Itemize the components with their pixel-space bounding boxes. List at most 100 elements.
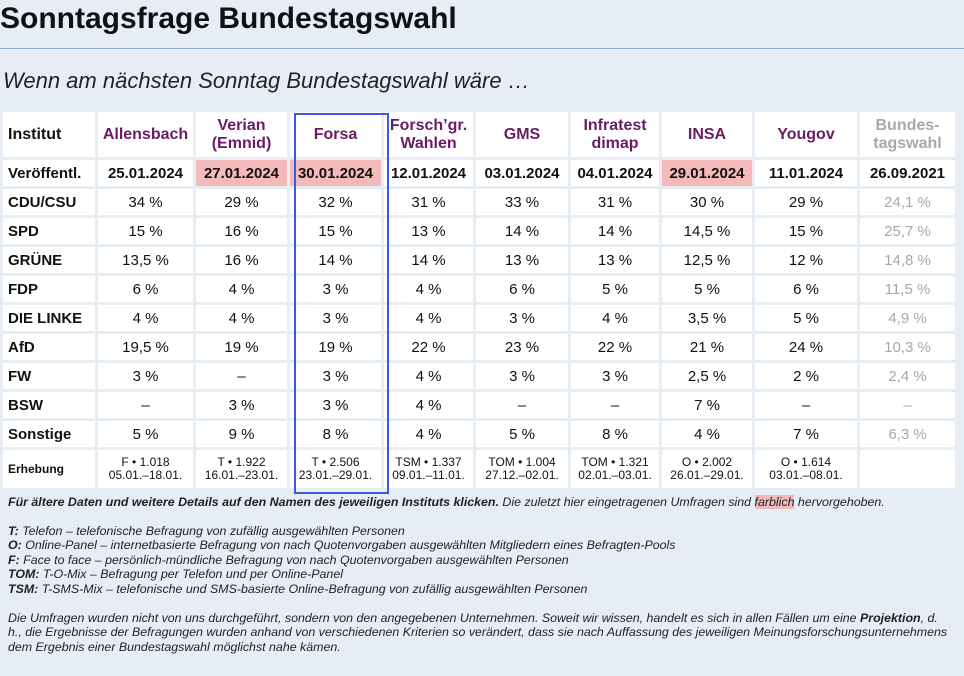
date-cell: 25.01.2024 — [98, 160, 193, 186]
survey-cell: TOM • 1.321 02.01.–03.01. — [571, 450, 659, 488]
value-cell: 9 % — [196, 421, 287, 447]
intro-note: Für ältere Daten und weitere Details auf… — [8, 495, 953, 510]
legend-abbr: O: — [8, 538, 22, 553]
value-cell: 5 % — [662, 276, 752, 302]
survey-period: 16.01.–23.01. — [204, 468, 279, 482]
value-cell: 5 % — [98, 421, 193, 447]
legend-item: F: Face to face – persönlich-mündliche B… — [8, 553, 953, 568]
date-cell: 03.01.2024 — [476, 160, 568, 186]
date-cell: 29.01.2024 — [662, 160, 752, 186]
date-cell: 27.01.2024 — [196, 160, 287, 186]
survey-cell: F • 1.018 05.01.–18.01. — [98, 450, 193, 488]
value-cell: 5 % — [755, 305, 857, 331]
legend-item: TSM: T-SMS-Mix – telefonische und SMS-ba… — [8, 582, 953, 597]
value-cell: 13,5 % — [98, 247, 193, 273]
value-cell: 25,7 % — [860, 218, 955, 244]
institute-name[interactable]: Yougov — [755, 112, 857, 157]
legend-item: TOM: T-O-Mix – Befragung per Telefon und… — [8, 567, 953, 582]
survey-cell: O • 1.614 03.01.–08.01. — [755, 450, 857, 488]
date-cell: 11.01.2024 — [755, 160, 857, 186]
value-cell: 6 % — [98, 276, 193, 302]
survey-period: 02.01.–03.01. — [578, 468, 652, 482]
value-cell: – — [571, 392, 659, 418]
value-cell: 31 % — [384, 189, 473, 215]
value-cell: 4 % — [196, 305, 287, 331]
empty-cell — [860, 450, 955, 488]
row-label: FW — [3, 363, 95, 389]
note-text: , d. h., die Ergebnisse der Befragungen … — [8, 610, 948, 654]
survey-method: T • 1.922 — [217, 455, 266, 469]
value-cell: 15 % — [98, 218, 193, 244]
table-row: Veröffentl. 25.01.2024 27.01.2024 30.01.202… — [3, 160, 955, 186]
value-cell: 3 % — [196, 392, 287, 418]
legend-item: O: Online-Panel – internetbasierte Befra… — [8, 538, 953, 553]
value-cell: 5 % — [571, 276, 659, 302]
value-cell: 4 % — [384, 421, 473, 447]
table-row: DIE LINKE 4 % 4 % 3 % 4 % 3 % 4 % 3,5 % 5 % 4,9 % — [3, 305, 955, 331]
table-row: AfD 19,5 % 19 % 19 % 22 % 23 % 22 % 21 % 24 % 10,… — [3, 334, 955, 360]
value-cell: 4 % — [98, 305, 193, 331]
institute-name[interactable]: Forsch’gr. Wahlen — [384, 112, 473, 157]
survey-period: 03.01.–08.01. — [769, 468, 843, 482]
date-cell: 26.09.2021 — [860, 160, 955, 186]
survey-period: 27.12.–02.01. — [485, 468, 559, 482]
value-cell: 32 % — [290, 189, 381, 215]
title-rule — [0, 48, 964, 49]
value-cell: 16 % — [196, 218, 287, 244]
row-label: Sonstige — [3, 421, 95, 447]
legend-text: Online-Panel – internetbasierte Befragun… — [25, 538, 676, 553]
table-row: BSW –3 % 3 % 4 % – –7 % – – — [3, 392, 955, 418]
value-cell: 7 % — [662, 392, 752, 418]
row-label: Erhebung — [3, 450, 95, 488]
value-cell: 16 % — [196, 247, 287, 273]
note-text: Die Umfragen wurden nicht von uns durchg… — [8, 610, 857, 625]
value-cell: 5 % — [476, 421, 568, 447]
survey-period: 09.01.–11.01. — [392, 468, 465, 482]
note-bold: Für ältere Daten und weitere Details auf… — [8, 495, 499, 509]
value-cell: 3 % — [98, 363, 193, 389]
institute-name[interactable]: GMS — [476, 112, 568, 157]
table-row: SPD 15 % 16 % 15 % 13 % 14 % 14 % 14,5 % 15 % 25,… — [3, 218, 955, 244]
institute-name[interactable]: Verian (Emnid) — [196, 112, 287, 157]
survey-cell: TSM • 1.337 09.01.–11.01. — [384, 450, 473, 488]
value-cell: 13 % — [384, 218, 473, 244]
value-cell: 4,9 % — [860, 305, 955, 331]
legend-abbr: TSM: — [8, 581, 39, 596]
value-cell: 3 % — [290, 276, 381, 302]
legend-text: Face to face – persönlich-mündliche Befr… — [23, 552, 569, 567]
institute-name: Bundes­tagswahl — [860, 112, 955, 157]
legend-text: T-SMS-Mix – telefonische und SMS-basiert… — [41, 581, 588, 596]
table-row: FW 3 % –3 % 4 % 3 % 3 % 2,5 % 2 % 2,4 % — [3, 363, 955, 389]
value-cell: 6 % — [755, 276, 857, 302]
table-row: Erhebung F • 1.018 05.01.–18.01. T • 1.922 1… — [3, 450, 955, 488]
value-cell: 4 % — [384, 363, 473, 389]
note-text: hervorgehoben. — [797, 495, 885, 509]
institute-name[interactable]: Allensbach — [98, 112, 193, 157]
value-cell: 34 % — [98, 189, 193, 215]
legend-abbr: T: — [8, 523, 19, 538]
legend-text: T-O-Mix – Befragung per Telefon und per … — [42, 567, 343, 582]
header-row: Institut Allensbach Verian (Emnid) Forsa For… — [3, 112, 955, 157]
date-cell: 12.01.2024 — [384, 160, 473, 186]
institute-name[interactable]: Infratest dimap — [571, 112, 659, 157]
value-cell: 15 % — [290, 218, 381, 244]
value-cell: 14,5 % — [662, 218, 752, 244]
value-cell: 31 % — [571, 189, 659, 215]
value-cell: 8 % — [290, 421, 381, 447]
row-label: DIE LINKE — [3, 305, 95, 331]
value-cell: 3 % — [290, 392, 381, 418]
value-cell: 3 % — [476, 305, 568, 331]
institute-name[interactable]: INSA — [662, 112, 752, 157]
value-cell: 14 % — [476, 218, 568, 244]
value-cell: 14 % — [384, 247, 473, 273]
value-cell: 3 % — [476, 363, 568, 389]
value-cell: 13 % — [571, 247, 659, 273]
survey-method: O • 2.002 — [681, 455, 733, 469]
value-cell: 2,4 % — [860, 363, 955, 389]
value-cell: 11,5 % — [860, 276, 955, 302]
note-text: Die zuletzt hier eingetragenen Umfragen … — [502, 495, 752, 509]
institute-name[interactable]: Forsa — [290, 112, 381, 157]
value-cell: 29 % — [196, 189, 287, 215]
value-cell: 2,5 % — [662, 363, 752, 389]
survey-period: 26.01.–29.01. — [670, 468, 744, 482]
